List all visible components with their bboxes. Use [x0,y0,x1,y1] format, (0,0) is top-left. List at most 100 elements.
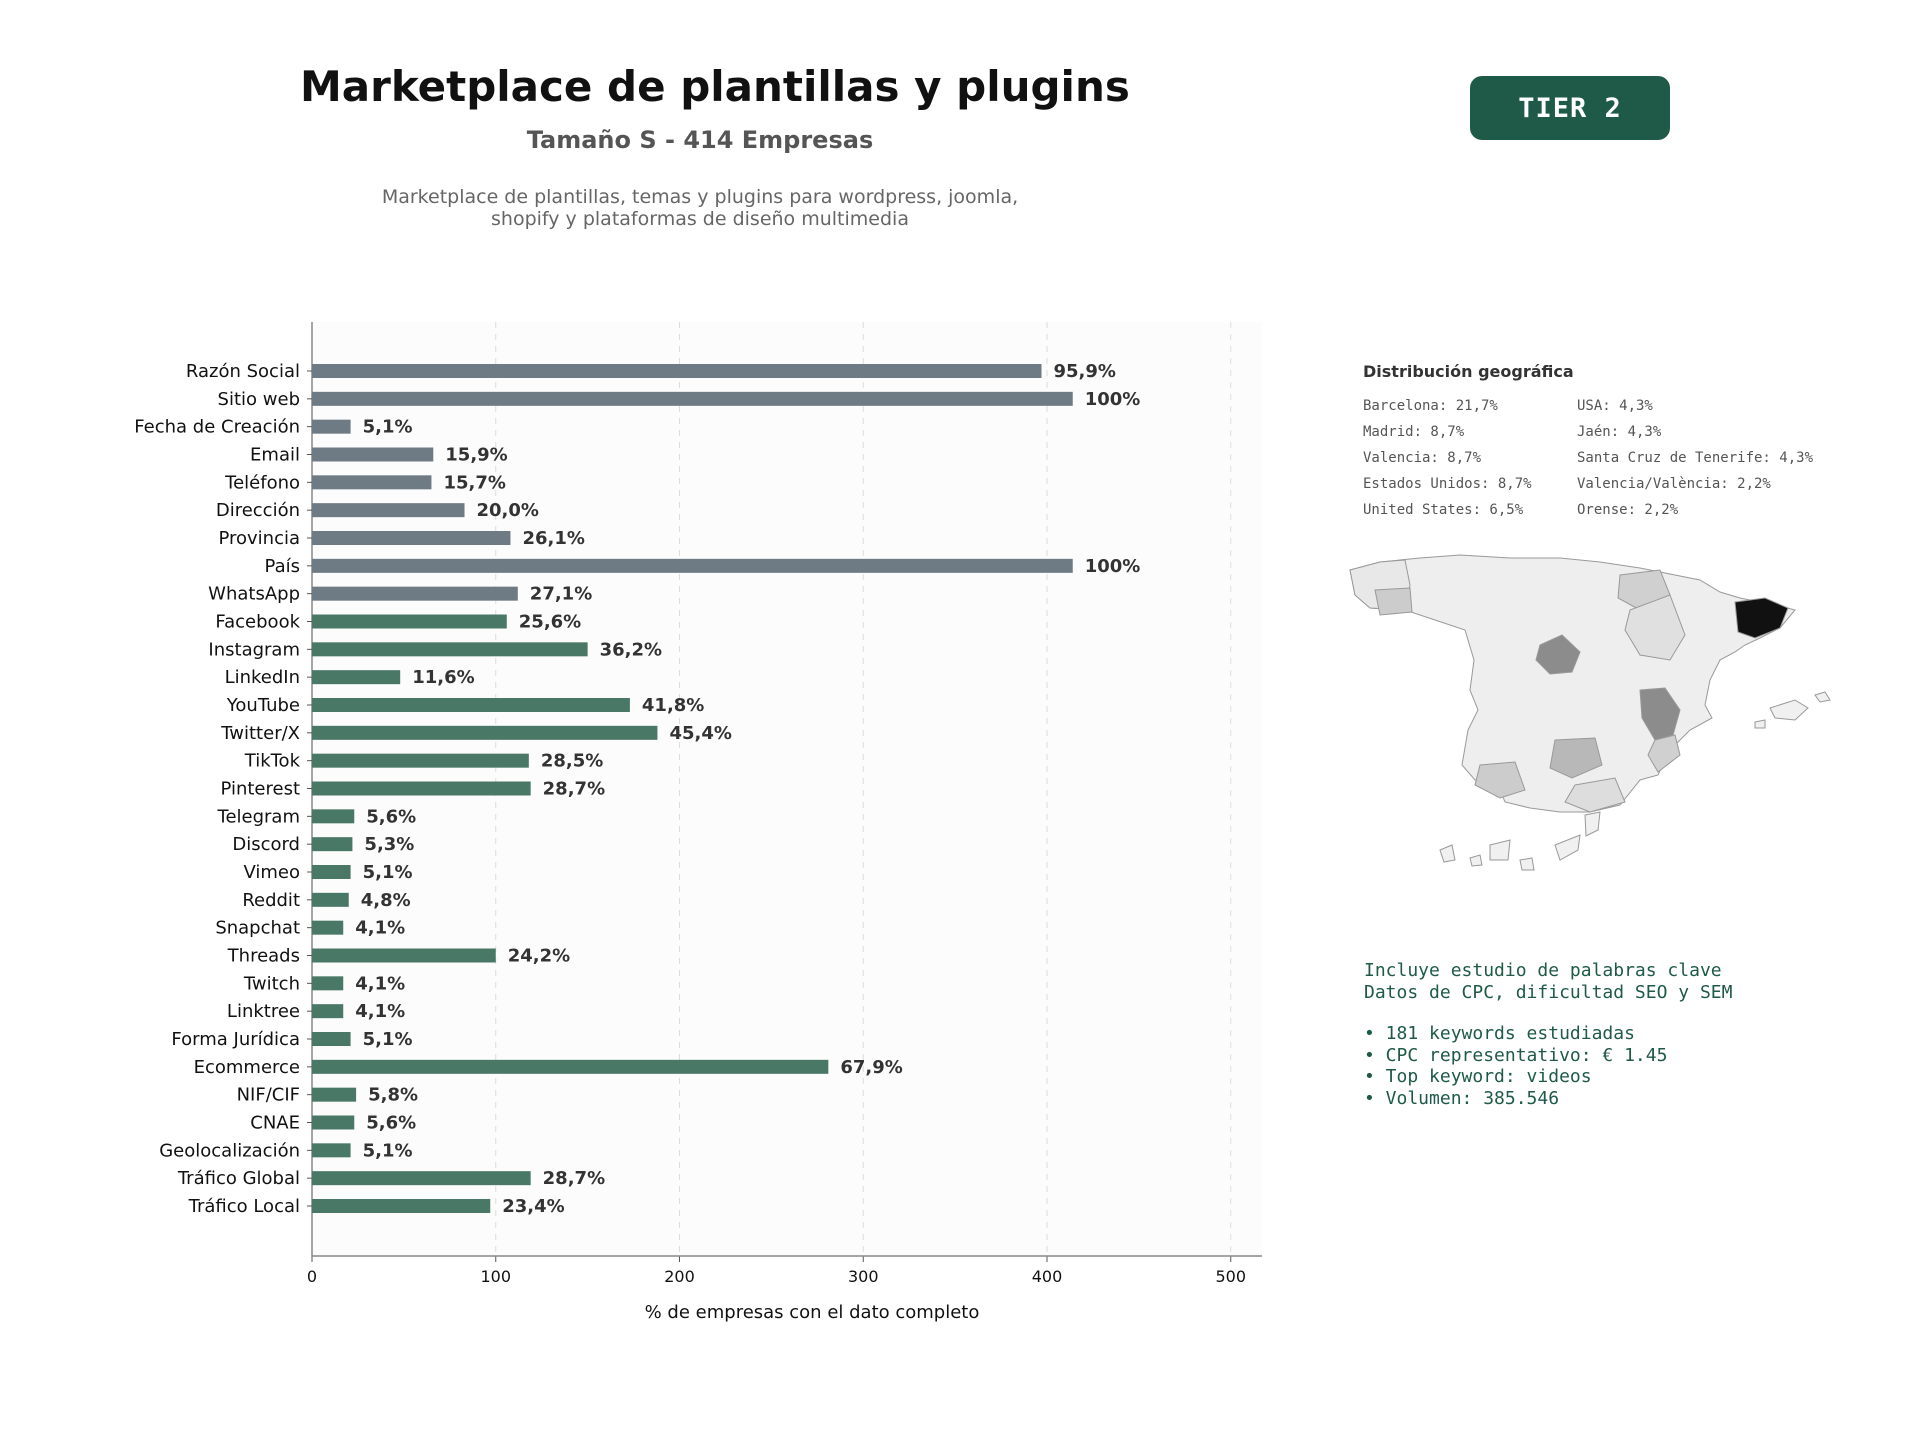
info-bullet: • CPC representativo: € 1.45 [1364,1044,1668,1066]
region-orense [1374,587,1413,616]
balearic-islands [1754,691,1831,729]
bar [312,558,1073,573]
page-description: Marketplace de plantillas, temas y plugi… [300,186,1100,230]
bar [312,920,344,935]
data-label: 4,1% [355,973,405,994]
bar [312,670,401,685]
y-tick-label: Threads [227,946,300,967]
data-label: 20,0% [477,500,539,521]
bar [312,586,518,601]
y-tick-label: Twitter/X [220,723,300,744]
geo-item: Valencia: 8,7% [1363,450,1482,466]
x-tick-label: 500 [1215,1267,1246,1286]
x-tick-label: 0 [307,1267,317,1286]
data-label: 28,5% [541,751,603,772]
info-bullet: • Top keyword: videos [1364,1066,1592,1087]
bar [312,419,351,434]
y-tick-label: Pinterest [220,779,300,800]
description-line-2: shopify y plataformas de diseño multimed… [491,208,909,230]
tier-badge: TIER 2 [1470,76,1670,140]
bar [312,1004,344,1019]
region-barcelona [1734,597,1789,639]
data-label: 4,1% [355,918,405,939]
region-aragon [1624,594,1686,661]
info-line-1: Incluye estudio de palabras clave [1364,960,1722,981]
y-tick-label: Vimeo [243,862,300,883]
data-label: 5,6% [366,806,416,827]
geo-item: Estados Unidos: 8,7% [1363,476,1532,492]
data-label: 15,9% [445,445,507,466]
data-label: 5,1% [363,1140,413,1161]
data-label: 5,8% [368,1085,418,1106]
y-tick-label: Reddit [242,890,300,911]
geo-item: Barcelona: 21,7% [1363,398,1498,414]
bar [312,1199,491,1213]
data-label: 67,9% [840,1057,902,1078]
bar [312,475,432,490]
y-tick-label: Forma Jurídica [171,1029,300,1050]
bar [312,781,531,796]
geo-item: USA: 4,3% [1577,398,1653,414]
data-label: 95,9% [1053,361,1115,382]
data-label: 24,2% [508,946,570,967]
y-tick-label: Telegram [217,806,300,827]
y-tick-label: WhatsApp [208,584,300,605]
geo-item: Madrid: 8,7% [1363,424,1465,440]
y-tick-label: Sitio web [218,389,300,410]
bar [312,447,434,462]
data-label: 28,7% [543,779,605,800]
data-label: 4,1% [355,1001,405,1022]
data-label: 5,1% [363,417,413,438]
y-tick-label: Razón Social [186,361,300,382]
bar [312,865,351,879]
data-label: 23,4% [502,1196,564,1217]
bar [312,391,1073,406]
y-tick-label: Dirección [216,500,300,521]
y-tick-label: LinkedIn [225,667,300,688]
y-tick-label: Snapchat [215,918,300,939]
data-label: 45,4% [669,723,731,744]
geo-distribution-title: Distribución geográfica [1363,362,1574,381]
x-tick-label: 400 [1032,1267,1063,1286]
canary-islands [1439,811,1601,871]
y-tick-label: NIF/CIF [237,1085,300,1106]
bar [312,364,1042,378]
data-label: 4,8% [361,890,411,911]
bar [312,614,507,629]
data-label: 100% [1085,556,1141,577]
page-title: Marketplace de plantillas y plugins [300,62,1130,111]
page-subtitle: Tamaño S - 414 Empresas [526,126,874,154]
y-tick-label: Email [250,445,300,466]
peninsula-outline [1349,554,1796,813]
bar [312,1087,357,1102]
y-tick-label: CNAE [250,1113,300,1134]
y-tick-label: Tráfico Global [177,1168,300,1189]
bar [312,892,349,907]
geo-item: Jaén: 4,3% [1577,424,1662,440]
geo-item: Valencia/València: 2,2% [1577,476,1771,492]
data-label: 15,7% [443,472,505,493]
region-granada [1564,777,1626,813]
data-label: 5,1% [363,862,413,883]
y-tick-label: Twitch [243,973,300,994]
y-tick-label: Fecha de Creación [134,417,300,438]
keyword-info: Incluye estudio de palabras clave Datos … [1364,960,1904,1109]
x-tick-label: 100 [480,1267,511,1286]
bar [312,1115,355,1130]
bar [312,642,588,657]
x-axis-label: % de empresas con el dato completo [645,1302,980,1323]
bar [312,1059,829,1074]
data-label: 25,6% [519,612,581,633]
info-bullet: • 181 keywords estudiadas [1364,1023,1635,1044]
info-line-2: Datos de CPC, dificultad SEO y SEM [1364,981,1733,1003]
y-tick-label: Facebook [215,612,300,633]
y-tick-label: TikTok [244,751,301,772]
y-tick-label: Discord [232,834,300,855]
y-tick-label: Tráfico Local [188,1196,300,1217]
geo-item: Santa Cruz de Tenerife: 4,3% [1577,450,1814,466]
y-tick-label: Geolocalización [159,1140,300,1161]
region-sevilla [1474,761,1526,799]
y-tick-label: Linktree [227,1001,300,1022]
description-line-1: Marketplace de plantillas, temas y plugi… [381,186,1019,208]
